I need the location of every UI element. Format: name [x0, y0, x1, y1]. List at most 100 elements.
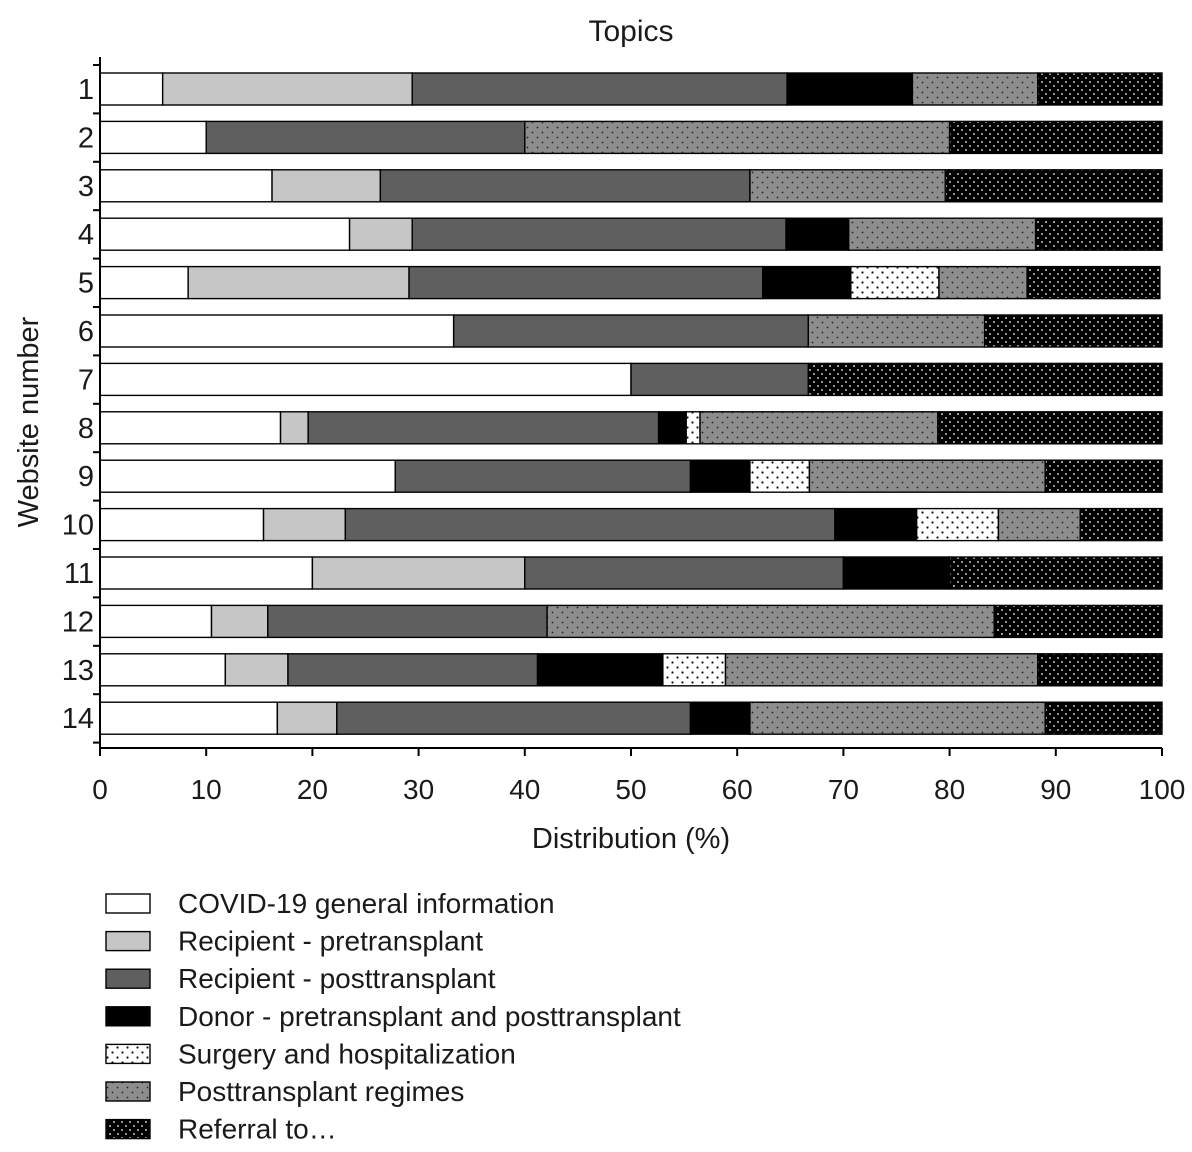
bar-segment — [842, 556, 951, 590]
x-tick-label: 80 — [934, 774, 965, 805]
bar-segment — [99, 604, 213, 639]
bar-segment — [724, 653, 1039, 687]
legend-label: Surgery and hospitalization — [178, 1038, 516, 1069]
bar-segment — [685, 411, 701, 445]
bar-segment — [279, 411, 309, 445]
x-tick-label: 30 — [403, 774, 434, 805]
bar-segment — [807, 362, 1163, 397]
x-tick-label: 100 — [1139, 774, 1186, 805]
bar-segment — [657, 411, 687, 445]
bar-segment — [99, 507, 265, 542]
bar-segment — [99, 217, 351, 251]
bar-segment — [689, 701, 751, 735]
bar-segment — [394, 459, 692, 493]
legend-swatch — [105, 1118, 151, 1140]
y-tick-label: 8 — [78, 413, 94, 445]
bar-segment — [524, 120, 951, 155]
bar-segment — [161, 72, 413, 106]
bar-segment — [1026, 265, 1161, 300]
bar-segment — [915, 507, 1000, 542]
x-tick-label: 20 — [297, 774, 328, 805]
bar-segment — [99, 411, 282, 445]
bar-segment — [938, 265, 1028, 300]
bar-segment — [749, 459, 811, 493]
bar-segment — [452, 314, 810, 348]
bar-segment — [99, 459, 396, 493]
bar-segment — [224, 653, 289, 687]
y-tick-label: 10 — [62, 510, 94, 542]
bar-segment — [348, 217, 413, 251]
x-tick-label: 50 — [615, 774, 646, 805]
legend-label: COVID-19 general information — [178, 888, 555, 919]
bar-segment — [524, 556, 845, 590]
bar-segment — [785, 217, 850, 251]
legend-label: Donor - pretransplant and posttransplant — [178, 1001, 681, 1032]
bar-segment — [911, 72, 1039, 106]
bar-segment — [834, 507, 918, 542]
x-tick-label: 10 — [191, 774, 222, 805]
bar-segment — [749, 701, 1046, 735]
y-axis-label: Website number — [13, 316, 45, 527]
y-tick-label: 14 — [62, 703, 94, 735]
bar-segment — [546, 604, 995, 639]
bar-segment — [662, 653, 727, 687]
x-tick-label: 60 — [722, 774, 753, 805]
bar-segment — [411, 72, 788, 106]
bar-segment — [307, 411, 660, 445]
x-tick-label: 40 — [509, 774, 540, 805]
bar-segment — [761, 265, 852, 300]
bar-segment — [630, 362, 810, 397]
y-tick-label: 12 — [62, 606, 94, 638]
bar-segment — [271, 169, 382, 203]
y-tick-label: 11 — [64, 558, 94, 590]
legend-swatch — [105, 1006, 151, 1027]
bar-segment — [1044, 459, 1163, 493]
bar-segment — [99, 556, 314, 590]
bar-segment — [311, 556, 526, 590]
bar-segment — [983, 314, 1163, 348]
bar-segment — [689, 459, 751, 493]
bar-segment — [408, 265, 764, 300]
bar-segment — [99, 169, 273, 203]
bar-segment — [379, 169, 751, 203]
bar-segment — [344, 507, 836, 542]
bar-segment — [267, 604, 548, 639]
bar-segment — [99, 72, 164, 106]
legend-label: Posttransplant regimes — [178, 1076, 464, 1107]
bar-segment — [99, 120, 207, 155]
legend: COVID-19 general information Recipient - … — [105, 888, 681, 1145]
y-tick-label: 3 — [78, 171, 94, 203]
bar-segment — [276, 701, 338, 735]
bar-segment — [937, 411, 1163, 445]
y-tick-label: 6 — [78, 316, 94, 348]
bar-segment — [1037, 653, 1163, 687]
legend-swatch — [105, 968, 151, 989]
x-tick-label: 0 — [92, 774, 108, 805]
legend-label: Referral to… — [178, 1114, 337, 1145]
x-tick-label: 70 — [828, 774, 859, 805]
chart-title: Topics — [588, 15, 673, 48]
bar-segment — [536, 653, 664, 687]
bar-segment — [99, 653, 227, 687]
bar-segment — [749, 169, 947, 203]
bar-segment — [948, 556, 1163, 590]
bar-segment — [1044, 701, 1163, 735]
x-axis-label: Distribution (%) — [532, 823, 730, 855]
bar-segment — [699, 411, 939, 445]
bar-segment — [187, 265, 410, 300]
bar-segment — [944, 169, 1163, 203]
legend-swatch — [105, 930, 151, 952]
legend-swatch — [105, 1043, 151, 1065]
bar-segment — [807, 314, 986, 348]
bar-segment — [205, 120, 526, 155]
bar-segment — [99, 701, 279, 735]
bar-segment — [336, 701, 692, 735]
bar-segment — [99, 314, 455, 348]
legend-swatch — [105, 893, 151, 914]
bar-segment — [99, 362, 632, 397]
legend-swatch — [105, 1081, 151, 1102]
bar-segment — [411, 217, 787, 251]
